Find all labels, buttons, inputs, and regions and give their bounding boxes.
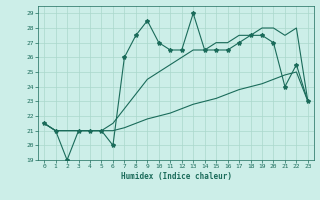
X-axis label: Humidex (Indice chaleur): Humidex (Indice chaleur) (121, 172, 231, 181)
